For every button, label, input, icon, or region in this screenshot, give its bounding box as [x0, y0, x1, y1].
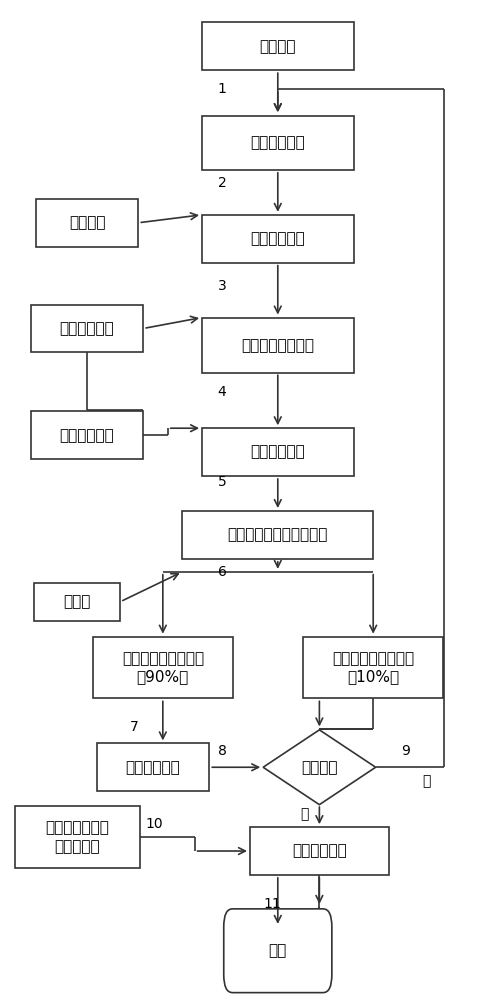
Text: 诊断设备: 诊断设备: [69, 215, 105, 230]
Text: 燃料粒子速度分布: 燃料粒子速度分布: [241, 338, 314, 353]
Text: 2: 2: [217, 176, 226, 190]
Text: 10: 10: [146, 817, 163, 831]
FancyBboxPatch shape: [31, 305, 143, 352]
FancyBboxPatch shape: [249, 827, 389, 875]
Text: 聚变中子多球谱
仪数据采集: 聚变中子多球谱 仪数据采集: [45, 820, 109, 854]
Text: 聚变等离子体: 聚变等离子体: [250, 135, 305, 150]
Text: 3: 3: [217, 279, 226, 293]
Text: 11: 11: [263, 897, 281, 911]
FancyBboxPatch shape: [97, 743, 209, 791]
FancyBboxPatch shape: [202, 428, 354, 476]
FancyBboxPatch shape: [202, 22, 354, 70]
FancyBboxPatch shape: [202, 116, 354, 170]
Text: 否: 否: [422, 774, 430, 788]
FancyBboxPatch shape: [34, 583, 120, 621]
Text: 核反应动力学: 核反应动力学: [60, 428, 114, 443]
Text: 人工神经网络训练谱
（90%）: 人工神经网络训练谱 （90%）: [122, 651, 204, 684]
Text: 9: 9: [401, 744, 410, 758]
FancyBboxPatch shape: [93, 637, 233, 698]
Text: 聚变中子能谱: 聚变中子能谱: [292, 844, 347, 859]
FancyBboxPatch shape: [202, 318, 354, 373]
FancyBboxPatch shape: [202, 215, 354, 263]
Text: 蒙特卡罗计算: 蒙特卡罗计算: [60, 321, 114, 336]
Text: 正确解谱: 正确解谱: [301, 760, 338, 775]
Text: 聚变中子能谱: 聚变中子能谱: [250, 445, 305, 460]
FancyBboxPatch shape: [15, 806, 140, 868]
FancyBboxPatch shape: [224, 909, 332, 993]
FancyBboxPatch shape: [183, 511, 373, 559]
Text: 等离子体参数: 等离子体参数: [250, 231, 305, 246]
Text: 7: 7: [129, 720, 138, 734]
Text: 4: 4: [217, 385, 226, 399]
Text: 5: 5: [217, 475, 226, 489]
Text: 8: 8: [217, 744, 226, 758]
Text: 人工神经网络测试谱
（10%）: 人工神经网络测试谱 （10%）: [332, 651, 414, 684]
FancyBboxPatch shape: [31, 411, 143, 459]
Text: 6: 6: [217, 565, 226, 579]
Text: 归一化: 归一化: [63, 594, 91, 609]
FancyBboxPatch shape: [304, 637, 443, 698]
FancyBboxPatch shape: [35, 199, 138, 247]
Text: 聚变中子多球谱仪的响应: 聚变中子多球谱仪的响应: [228, 527, 328, 542]
Text: 人工神经网络: 人工神经网络: [125, 760, 181, 775]
Text: 完成: 完成: [269, 943, 287, 958]
Polygon shape: [263, 730, 376, 805]
Text: 是: 是: [300, 807, 308, 821]
Text: 1: 1: [217, 82, 226, 96]
Text: 辅助加热: 辅助加热: [260, 39, 296, 54]
